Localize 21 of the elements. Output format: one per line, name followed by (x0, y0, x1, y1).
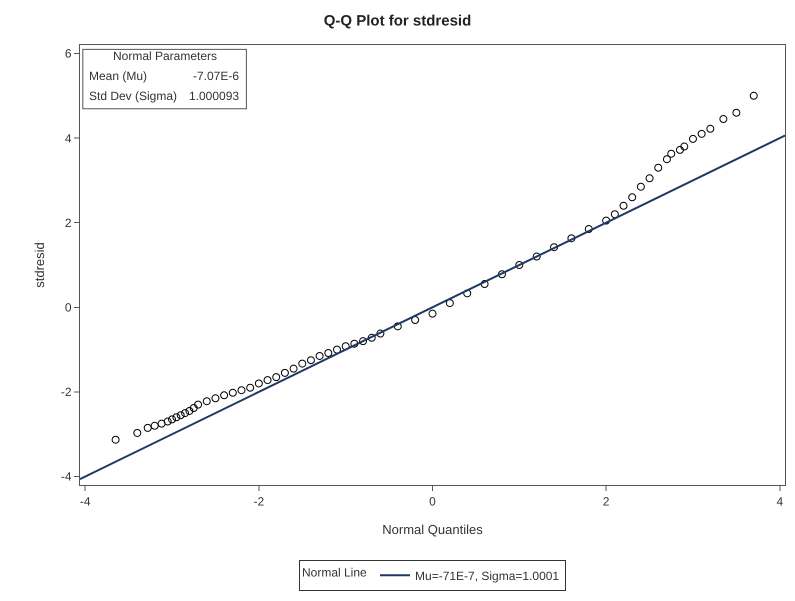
y-axis-title: stdresid (32, 242, 47, 288)
annotation: Std Dev (Sigma) (89, 89, 178, 103)
y-tick-label: 0 (64, 300, 72, 315)
legend-label: Mu=-71E-7, Sigma=1.0001 (415, 568, 560, 583)
chart-title: Q-Q Plot for stdresid (324, 12, 472, 30)
y-tick-label: -2 (60, 385, 72, 400)
annotation: Mean (Mu) (89, 69, 148, 83)
annotation: Normal Parameters (113, 49, 218, 63)
y-tick-label: 2 (64, 216, 72, 230)
y-tick-label: -4 (60, 470, 72, 484)
annotation: -7.07E-6 (193, 69, 240, 83)
x-tick-label: 0 (429, 494, 436, 508)
annotation: 1.000093 (189, 89, 240, 103)
x-tick-label: 4 (776, 494, 784, 508)
x-tick-label: -4 (80, 494, 91, 508)
x-axis-title: Normal Quantiles (382, 522, 484, 537)
y-tick-label: 6 (64, 46, 72, 61)
x-tick-label: 2 (602, 494, 610, 508)
x-tick-label: -2 (254, 494, 265, 508)
y-tick-label: 4 (64, 131, 72, 146)
legend-title: Normal Line (302, 565, 368, 580)
